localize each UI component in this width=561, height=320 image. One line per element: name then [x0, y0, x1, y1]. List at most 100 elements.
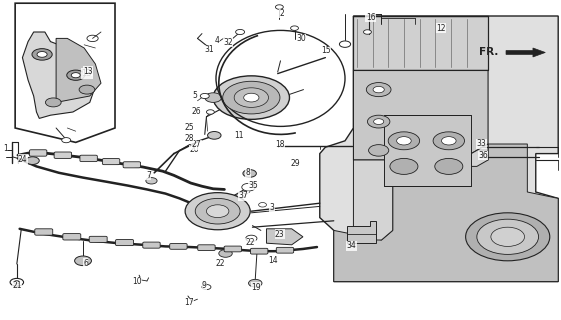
Circle shape: [477, 219, 539, 254]
Text: 34: 34: [347, 241, 356, 250]
Text: 28: 28: [184, 134, 194, 143]
Text: 14: 14: [268, 256, 278, 265]
Polygon shape: [22, 32, 95, 118]
Text: 32: 32: [223, 38, 233, 47]
Circle shape: [202, 284, 211, 290]
Polygon shape: [347, 221, 376, 243]
Polygon shape: [506, 48, 545, 57]
Polygon shape: [266, 229, 303, 245]
Circle shape: [195, 198, 240, 224]
Text: 26: 26: [192, 107, 201, 116]
Text: 20: 20: [190, 145, 199, 154]
Polygon shape: [320, 16, 558, 282]
Text: 21: 21: [12, 281, 22, 290]
FancyBboxPatch shape: [54, 152, 72, 158]
Circle shape: [242, 183, 255, 191]
Text: 2: 2: [279, 9, 284, 18]
FancyBboxPatch shape: [250, 248, 268, 254]
Text: 31: 31: [205, 45, 214, 54]
Circle shape: [71, 73, 80, 78]
Text: 7: 7: [146, 171, 151, 180]
Circle shape: [206, 110, 214, 114]
Circle shape: [185, 193, 250, 230]
FancyBboxPatch shape: [276, 247, 294, 253]
Polygon shape: [15, 3, 115, 142]
Circle shape: [339, 41, 351, 47]
FancyBboxPatch shape: [63, 234, 81, 240]
Text: 27: 27: [192, 140, 201, 149]
Circle shape: [234, 88, 269, 108]
Text: 10: 10: [132, 277, 141, 286]
Circle shape: [205, 93, 222, 102]
Circle shape: [433, 132, 465, 150]
Circle shape: [14, 281, 20, 284]
Circle shape: [249, 279, 262, 287]
Polygon shape: [384, 115, 471, 186]
Circle shape: [291, 26, 298, 30]
Circle shape: [200, 93, 209, 99]
Text: 16: 16: [366, 13, 375, 22]
Circle shape: [373, 86, 384, 93]
Text: 23: 23: [275, 230, 284, 239]
Circle shape: [26, 157, 39, 164]
Circle shape: [213, 76, 289, 119]
FancyBboxPatch shape: [197, 245, 215, 251]
Text: 29: 29: [291, 159, 300, 168]
Text: 25: 25: [184, 123, 194, 132]
Circle shape: [364, 30, 371, 34]
Text: 24: 24: [18, 155, 27, 164]
Polygon shape: [334, 144, 558, 282]
Circle shape: [75, 256, 91, 266]
Text: 30: 30: [296, 34, 306, 43]
Text: 4: 4: [214, 36, 219, 45]
FancyBboxPatch shape: [142, 242, 160, 248]
Text: 6: 6: [83, 259, 88, 268]
Circle shape: [67, 70, 85, 80]
Circle shape: [367, 115, 390, 128]
Circle shape: [246, 235, 257, 242]
Circle shape: [79, 85, 95, 94]
Polygon shape: [353, 144, 488, 240]
Circle shape: [388, 132, 420, 150]
Circle shape: [397, 137, 411, 145]
Circle shape: [369, 145, 389, 156]
Circle shape: [62, 138, 71, 143]
Text: 9: 9: [202, 281, 207, 290]
Polygon shape: [353, 16, 488, 70]
Text: 13: 13: [83, 67, 93, 76]
Text: 22: 22: [246, 238, 255, 247]
Circle shape: [366, 83, 391, 97]
Text: 13: 13: [81, 69, 92, 78]
FancyBboxPatch shape: [89, 236, 107, 243]
Text: 33: 33: [477, 140, 486, 148]
Circle shape: [223, 81, 280, 114]
Text: 3: 3: [269, 204, 274, 212]
FancyBboxPatch shape: [30, 150, 47, 156]
FancyBboxPatch shape: [102, 158, 120, 164]
Text: 37: 37: [238, 191, 248, 200]
Circle shape: [374, 119, 384, 124]
Circle shape: [390, 158, 418, 174]
Text: 12: 12: [436, 24, 446, 33]
Text: 11: 11: [234, 131, 244, 140]
Circle shape: [208, 132, 221, 139]
Text: FR.: FR.: [479, 47, 498, 58]
Circle shape: [259, 203, 266, 207]
Circle shape: [243, 93, 259, 102]
Circle shape: [10, 278, 24, 286]
FancyBboxPatch shape: [169, 244, 187, 249]
Text: 22: 22: [216, 259, 226, 268]
FancyBboxPatch shape: [224, 246, 241, 252]
Circle shape: [243, 170, 256, 177]
Text: 36: 36: [478, 151, 488, 160]
Circle shape: [206, 205, 229, 218]
Circle shape: [442, 137, 456, 145]
Circle shape: [219, 250, 232, 257]
FancyBboxPatch shape: [123, 162, 140, 168]
Polygon shape: [56, 38, 101, 102]
Text: 5: 5: [192, 91, 197, 100]
Text: 19: 19: [251, 283, 261, 292]
Circle shape: [32, 49, 52, 60]
Text: 8: 8: [246, 168, 250, 177]
Circle shape: [466, 213, 550, 261]
